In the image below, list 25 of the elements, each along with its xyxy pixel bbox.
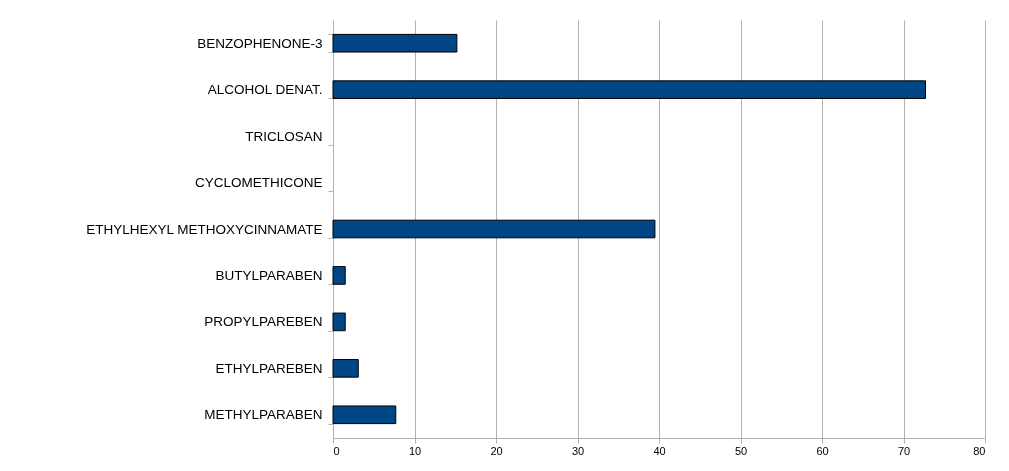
y-tick-label: PROPYLPAREBEN <box>204 314 323 330</box>
bar <box>332 33 458 53</box>
x-tick-label: 60 <box>816 444 829 457</box>
x-tick-label: 30 <box>571 444 585 457</box>
bar <box>332 266 346 285</box>
x-tick-label: 0 <box>333 444 340 457</box>
y-tick-label: ALCOHOL DENAT. <box>207 82 323 98</box>
y-tick-label: ETHYLPAREBEN <box>215 360 323 376</box>
y-tick-label: CYCLOMETHICONE <box>194 175 323 191</box>
bar <box>332 80 927 99</box>
bar <box>332 312 346 332</box>
y-tick-label: METHYLPARABEN <box>204 407 323 423</box>
x-tick-label: 70 <box>897 444 911 457</box>
x-tick-label: 50 <box>734 444 748 457</box>
y-tick-label: BUTYLPARABEN <box>215 267 323 283</box>
x-tick-label: 10 <box>408 444 422 457</box>
bar <box>332 405 397 425</box>
bar <box>332 219 656 239</box>
y-tick-label: ETHYLHEXYL METHOXYCINNAMATE <box>86 221 323 237</box>
y-tick-label: TRICLOSAN <box>245 128 323 144</box>
y-tick-label: BENZOPHENONE-3 <box>197 35 323 51</box>
x-tick-label: 40 <box>653 444 666 457</box>
x-tick-label: 80 <box>973 444 986 457</box>
x-tick-label: 20 <box>490 444 503 457</box>
bar <box>332 359 359 378</box>
